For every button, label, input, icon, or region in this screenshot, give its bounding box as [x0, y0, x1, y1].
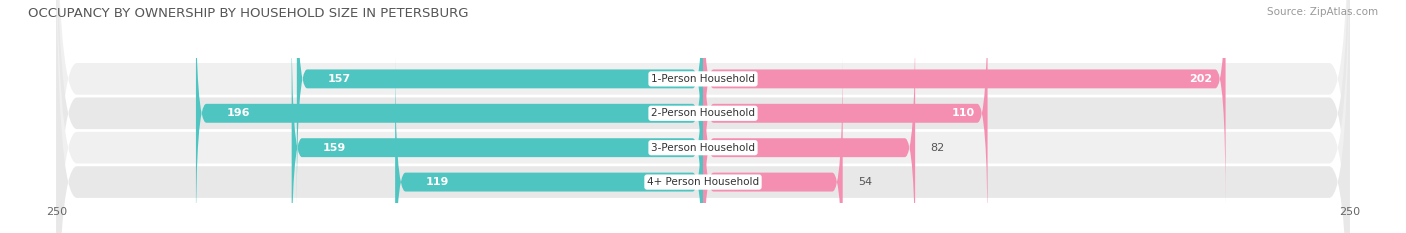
FancyBboxPatch shape — [56, 0, 1350, 233]
Text: 157: 157 — [328, 74, 352, 84]
FancyBboxPatch shape — [297, 0, 703, 207]
Text: 4+ Person Household: 4+ Person Household — [647, 177, 759, 187]
Text: 2-Person Household: 2-Person Household — [651, 108, 755, 118]
FancyBboxPatch shape — [703, 0, 1226, 207]
Text: 3-Person Household: 3-Person Household — [651, 143, 755, 153]
FancyBboxPatch shape — [291, 20, 703, 233]
FancyBboxPatch shape — [395, 54, 703, 233]
FancyBboxPatch shape — [703, 20, 915, 233]
FancyBboxPatch shape — [703, 54, 842, 233]
FancyBboxPatch shape — [56, 0, 1350, 233]
FancyBboxPatch shape — [703, 0, 987, 233]
Text: 202: 202 — [1189, 74, 1212, 84]
FancyBboxPatch shape — [56, 0, 1350, 233]
FancyBboxPatch shape — [195, 0, 703, 233]
Text: 1-Person Household: 1-Person Household — [651, 74, 755, 84]
Text: 196: 196 — [226, 108, 250, 118]
Text: 82: 82 — [931, 143, 945, 153]
FancyBboxPatch shape — [56, 0, 1350, 233]
Text: OCCUPANCY BY OWNERSHIP BY HOUSEHOLD SIZE IN PETERSBURG: OCCUPANCY BY OWNERSHIP BY HOUSEHOLD SIZE… — [28, 7, 468, 20]
Text: 54: 54 — [858, 177, 872, 187]
Text: 159: 159 — [323, 143, 346, 153]
Text: Source: ZipAtlas.com: Source: ZipAtlas.com — [1267, 7, 1378, 17]
Text: 119: 119 — [426, 177, 450, 187]
Text: 110: 110 — [952, 108, 974, 118]
